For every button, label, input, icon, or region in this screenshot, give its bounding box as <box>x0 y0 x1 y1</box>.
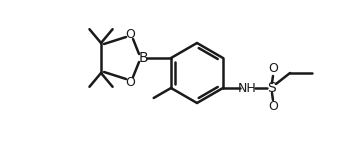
Text: O: O <box>268 100 278 113</box>
Text: B: B <box>138 51 148 65</box>
Text: NH: NH <box>238 81 256 94</box>
Text: O: O <box>125 27 135 40</box>
Text: O: O <box>125 75 135 88</box>
Text: O: O <box>268 62 278 75</box>
Text: S: S <box>268 81 276 95</box>
